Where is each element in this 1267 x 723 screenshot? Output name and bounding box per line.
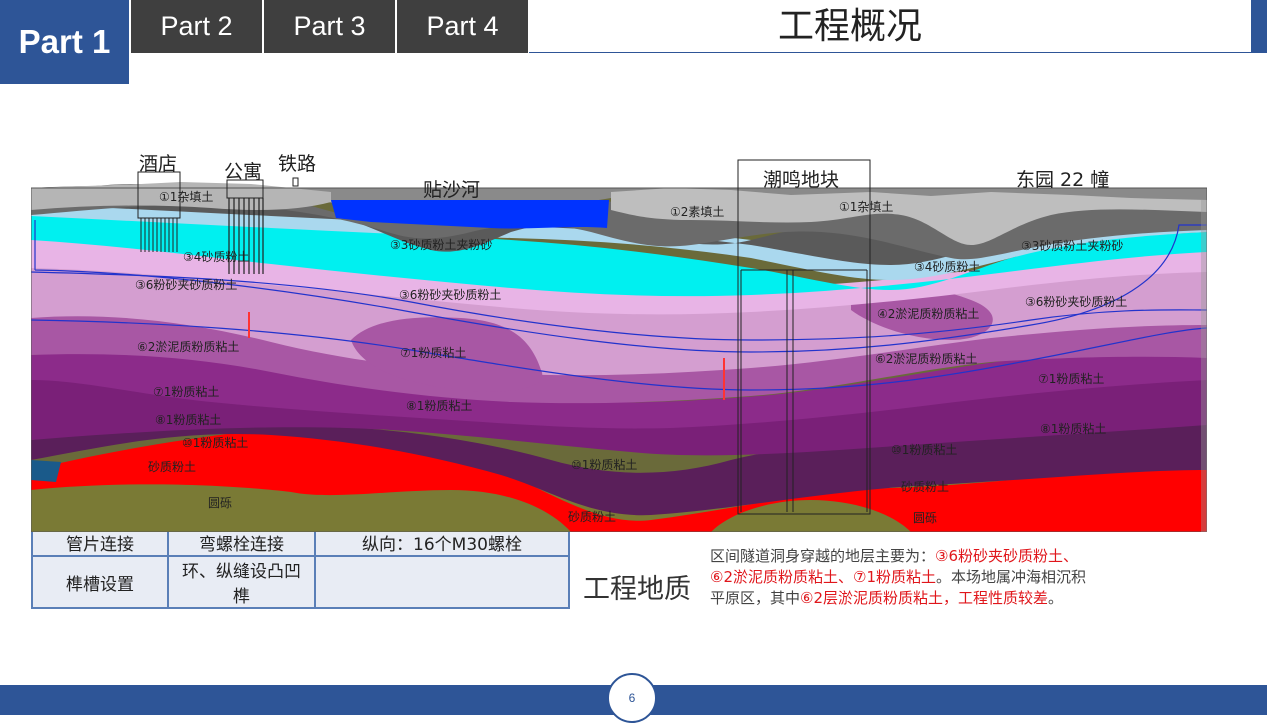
label-layer: ③6粉砂夹砂质粉土 [1025,295,1127,309]
label-layer: ③6粉砂夹砂质粉土 [135,278,237,292]
label-layer: ③6粉砂夹砂质粉土 [399,288,501,302]
label-layer: ⑩1粉质粘土 [182,435,248,450]
tab-part-3[interactable]: Part 3 [264,0,395,53]
label-layer: ③3砂质粉土夹粉砂 [390,238,492,252]
layer-clay-81 [31,375,1207,456]
table-cell: 管片连接 [31,528,169,557]
table-cell: 环、纵缝设凸凹榫 [167,555,316,609]
page-number: 6 [607,673,657,723]
geological-section-diagram: 酒店 公寓 铁路 贴沙河 潮鸣地块 东园 22 幢 ①1杂填土 ①1杂填土 ①2… [31,153,1207,532]
description-mid: 。本场地属冲海相沉积平原区，其中 [710,568,1086,607]
label-layer: ⑥2淤泥质粉质粘土 [875,351,977,366]
tab-part-4[interactable]: Part 4 [397,0,528,53]
tunnel-bottom-line [31,271,1207,341]
label-layer: ③3砂质粉土夹粉砂 [1021,239,1123,253]
label-building: 东园 22 幢 [1016,169,1109,191]
tunnel-outline [34,220,1207,353]
label-layer: ④2淤泥质粉质粘土 [877,306,979,321]
layer-sand-silt [31,428,1207,532]
label-layer: ⑧1粉质粘土 [155,412,221,427]
label-layer: 砂质粉土 [901,480,949,494]
description-weak-layer: ⑥2层淤泥质粉质粘土，工程性质较差 [800,589,1049,607]
label-layer: ⑩1粉质粘土 [571,457,637,472]
label-layer: ⑩1粉质粘土 [891,442,957,457]
header-rule [529,52,1251,53]
table-row: 管片连接 弯螺栓连接 纵向：16个M30螺栓 [31,528,570,557]
header-accent-bar [1251,0,1267,53]
diagram-border [31,187,1207,532]
apartment-piles [228,198,264,274]
plot-outline [737,159,871,515]
tab-part-1[interactable]: Part 1 [0,0,129,84]
label-railway: 铁路 [278,153,316,175]
segment-table: 管片连接 弯螺栓连接 纵向：16个M30螺栓 榫槽设置 环、纵缝设凸凹榫 [31,528,570,609]
right-edge [1201,200,1207,532]
layer-clay-71-lens [351,317,543,392]
layer-silt-36 [31,211,1207,297]
layer-clay-62 [31,265,1207,376]
table-row: 榫槽设置 环、纵缝设凸凹榫 [31,555,570,609]
table-cell: 纵向：16个M30螺栓 [314,528,570,557]
label-layer: ⑦1粉质粘土 [1038,371,1104,386]
label-layer: ①1杂填土 [839,200,893,214]
layer-fill-11-left [31,182,331,210]
layer-clay-71 [31,313,1207,404]
borehole-marker [248,312,250,338]
label-layer: ①1杂填土 [159,190,213,204]
label-river: 贴沙河 [423,179,480,201]
label-hotel: 酒店 [139,153,177,175]
river-water [331,200,609,229]
description-intro: 区间隧道洞身穿越的地层主要为： [710,547,936,565]
table-cell: 榫槽设置 [31,555,169,609]
table-cell: 弯螺栓连接 [167,528,316,557]
layer-clay-42 [31,235,1207,315]
label-layer: ⑧1粉质粘土 [406,398,472,413]
plot-piles [740,269,868,512]
geology-description: 区间隧道洞身穿越的地层主要为：③6粉砂夹砂质粉土、⑥2淤泥质粉质粘土、⑦1粉质粘… [710,546,1090,609]
label-layer: 圆砾 [913,511,937,525]
description-end: 。 [1048,589,1064,607]
label-layer: ⑦1粉质粘土 [400,345,466,360]
label-layer: ⑦1粉质粘土 [153,384,219,399]
label-layer: ⑥2淤泥质粉质粘土 [137,339,239,354]
layer-clay-81-upper [31,352,1207,429]
label-apartment: 公寓 [224,161,262,183]
table-cell [314,555,570,609]
layer-fill-11-right [611,188,1207,245]
water-pocket [31,460,61,482]
apartment-outline [226,179,264,199]
description-layers: ③6粉砂夹砂质粉土、⑥2淤泥质粉质粘土、⑦1粉质粘土 [710,547,1079,586]
section-title: 工程地质 [583,574,691,605]
label-layer: ⑧1粉质粘土 [1040,421,1106,436]
label-layer: ③4砂质粉土 [914,260,980,274]
label-layer: ①2素填土 [670,205,724,219]
tab-part-2[interactable]: Part 2 [131,0,262,53]
label-layer: 砂质粉土 [148,460,196,474]
label-plot: 潮鸣地块 [763,169,839,191]
railway-marker [292,177,299,187]
page-title: 工程概况 [777,6,922,47]
tunnel-lower-line [31,319,1207,391]
label-layer: 圆砾 [208,496,232,510]
hotel-outline [137,171,181,219]
borehole-marker [723,358,725,400]
label-layer: ③4砂质粉土 [183,250,249,264]
label-layer: 砂质粉土 [568,510,616,524]
hotel-piles [140,218,178,252]
